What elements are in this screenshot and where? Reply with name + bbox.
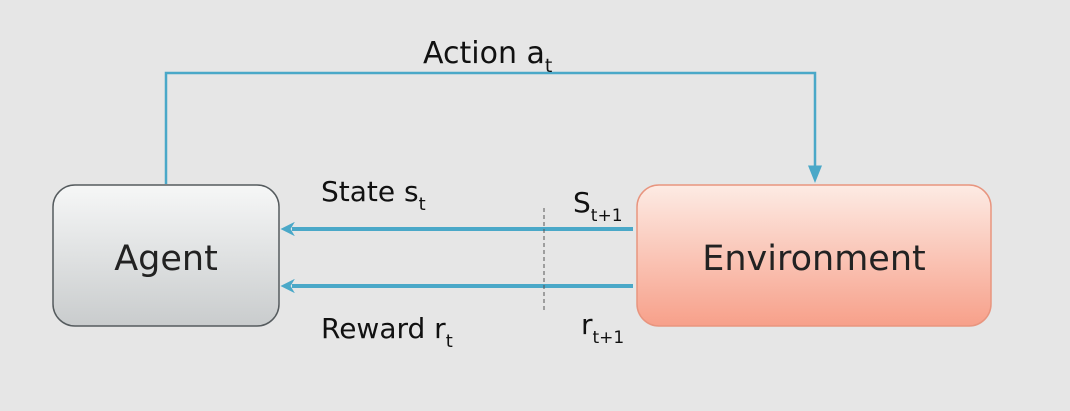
reward-label-subscript: t: [446, 331, 453, 352]
action-label-main: Action a: [423, 36, 545, 71]
action-label: Action at: [423, 36, 552, 77]
next-reward-label-main: r: [581, 308, 593, 341]
next-reward-label-subscript: t+1: [593, 328, 625, 348]
next-reward-label: rt+1: [581, 308, 624, 348]
agent-label: Agent: [114, 239, 218, 279]
reward-label-main: Reward r: [321, 312, 446, 345]
environment-label: Environment: [702, 239, 925, 279]
environment-box: [636, 184, 992, 327]
agent-box: [52, 184, 280, 327]
next-state-label-main: S: [573, 186, 591, 219]
action-arrow: [164, 71, 822, 184]
next-state-label-subscript: t+1: [591, 206, 623, 226]
state-label-subscript: t: [419, 194, 426, 215]
action-label-subscript: t: [545, 55, 552, 77]
state-label-main: State s: [321, 175, 419, 208]
next-state-label: St+1: [573, 186, 623, 226]
reward-label: Reward rt: [321, 312, 453, 352]
state-label: State st: [321, 175, 426, 215]
